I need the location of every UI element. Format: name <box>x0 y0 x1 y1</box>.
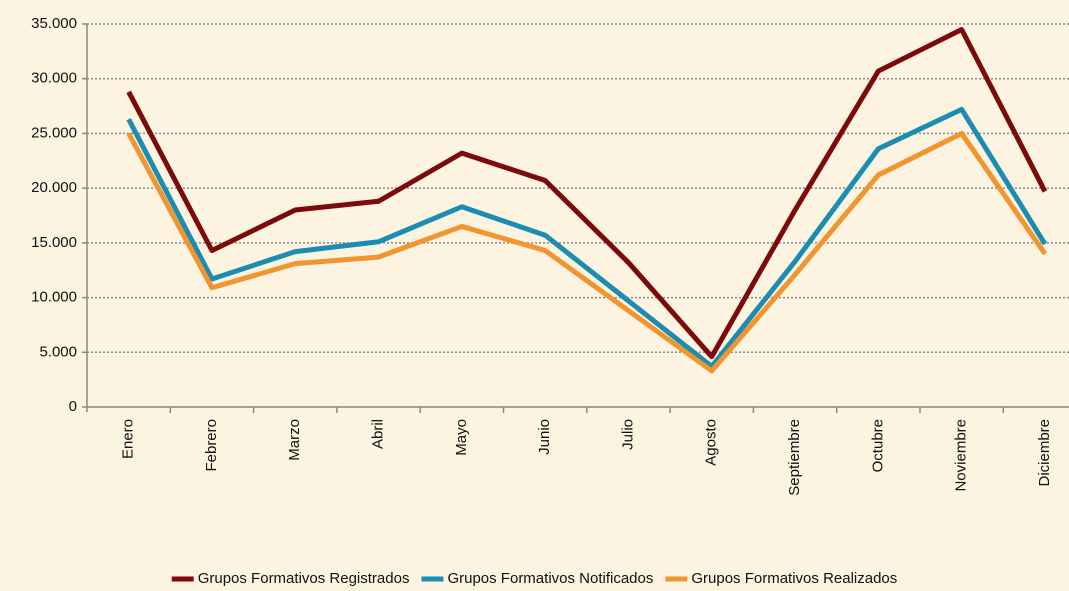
y-tick-label: 5.000 <box>39 343 77 360</box>
legend-label: Grupos Formativos Registrados <box>198 570 410 587</box>
x-tick-label: Marzo <box>286 419 303 461</box>
y-tick-label: 15.000 <box>31 234 77 251</box>
y-tick-label: 20.000 <box>31 179 77 196</box>
y-tick-label: 30.000 <box>31 70 77 87</box>
x-tick-label: Julio <box>619 419 636 450</box>
legend-swatch <box>665 576 688 582</box>
y-tick-label: 0 <box>69 398 77 415</box>
series-line <box>126 130 1048 374</box>
y-tick-label: 10.000 <box>31 289 77 306</box>
legend-label: Grupos Formativos Realizados <box>691 570 897 587</box>
x-tick-label: Abril <box>370 419 387 449</box>
x-tick-label: Agosto <box>703 419 720 466</box>
x-tick-label: Septiembre <box>786 419 803 496</box>
legend-swatch <box>421 576 444 582</box>
x-tick-label: Mayo <box>453 419 470 456</box>
x-tick-label: Diciembre <box>1036 419 1053 487</box>
series-line <box>126 106 1048 370</box>
x-tick-label: Enero <box>120 419 137 459</box>
y-tick-label: 35.000 <box>31 15 77 32</box>
x-tick-label: Febrero <box>203 419 220 472</box>
legend-swatch <box>171 576 194 582</box>
x-tick-label: Octubre <box>869 419 886 472</box>
series-line <box>126 26 1048 360</box>
y-tick-label: 25.000 <box>31 124 77 141</box>
legend-label: Grupos Formativos Notificados <box>447 570 653 587</box>
x-tick-label: Junio <box>536 419 553 455</box>
x-tick-label: Noviembre <box>953 419 970 492</box>
